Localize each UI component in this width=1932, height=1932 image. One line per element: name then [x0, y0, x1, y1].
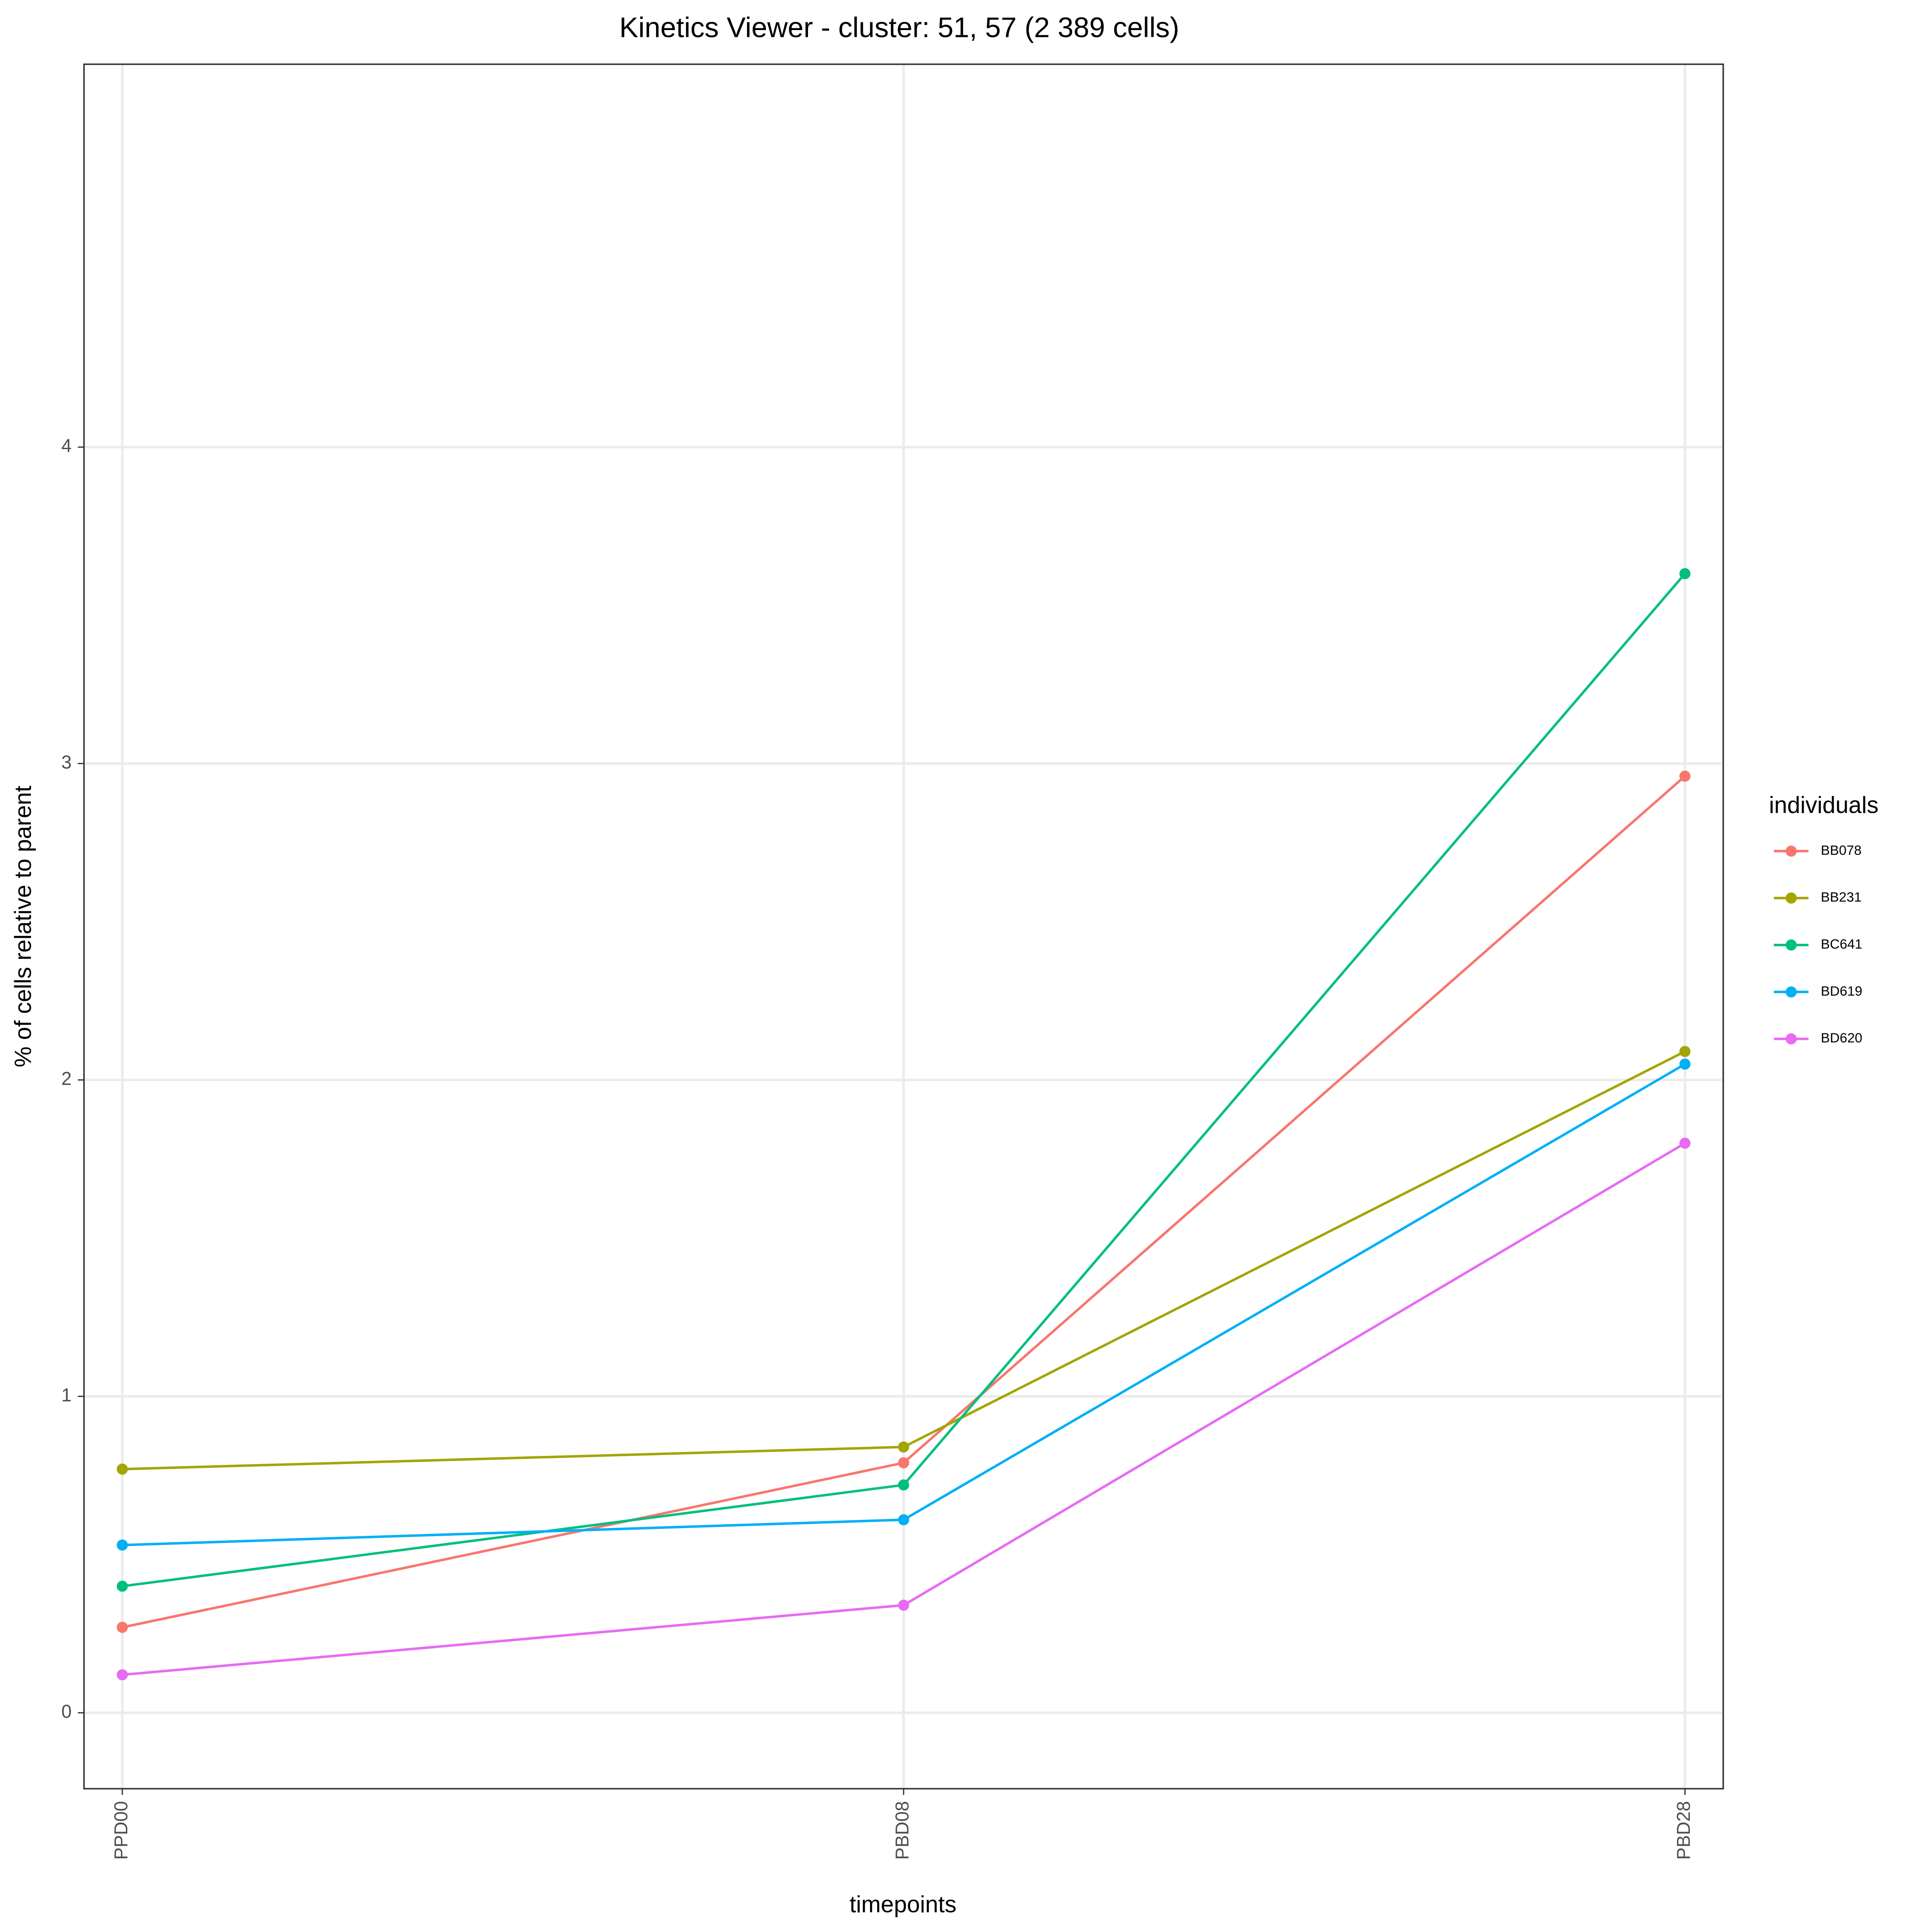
legend-label: BD619 — [1821, 983, 1862, 999]
data-point — [1679, 1058, 1691, 1070]
x-tick-label: PPD00 — [111, 1801, 131, 1860]
plot-border — [83, 63, 1724, 1789]
y-tick-label: 3 — [61, 752, 72, 773]
legend-title: individuals — [1769, 792, 1878, 818]
legend-key-point — [1786, 845, 1797, 857]
legend-key-point — [1786, 1033, 1797, 1045]
data-point — [1679, 1046, 1691, 1057]
data-point — [1679, 1137, 1691, 1149]
x-tick-label: PBD08 — [892, 1801, 913, 1860]
data-point — [116, 1539, 128, 1551]
legend-label: BB231 — [1821, 889, 1862, 905]
y-tick-label: 1 — [61, 1385, 72, 1406]
data-point — [898, 1457, 909, 1469]
chart-title: Kinetics Viewer - cluster: 51, 57 (2 389… — [620, 12, 1179, 44]
y-tick-label: 2 — [61, 1069, 72, 1089]
data-point — [898, 1479, 909, 1491]
legend-key-point — [1786, 939, 1797, 951]
y-tick-label: 4 — [61, 436, 72, 456]
data-point — [1679, 770, 1691, 782]
data-point — [116, 1622, 128, 1633]
x-tick-label: PBD28 — [1674, 1801, 1694, 1860]
data-point — [898, 1514, 909, 1525]
y-axis-title: % of cells relative to parent — [10, 786, 36, 1067]
y-tick-label: 0 — [61, 1701, 72, 1722]
data-point — [116, 1463, 128, 1475]
legend-label: BC641 — [1821, 936, 1862, 951]
data-point — [898, 1441, 909, 1453]
data-point — [116, 1669, 128, 1680]
legend-label: BD620 — [1821, 1030, 1862, 1045]
data-point — [1679, 568, 1691, 580]
x-axis-title: timepoints — [850, 1891, 957, 1917]
data-point — [898, 1599, 909, 1611]
legend-label: BB078 — [1821, 842, 1862, 858]
legend-key-point — [1786, 986, 1797, 998]
legend-key-point — [1786, 892, 1797, 904]
data-point — [116, 1580, 128, 1592]
